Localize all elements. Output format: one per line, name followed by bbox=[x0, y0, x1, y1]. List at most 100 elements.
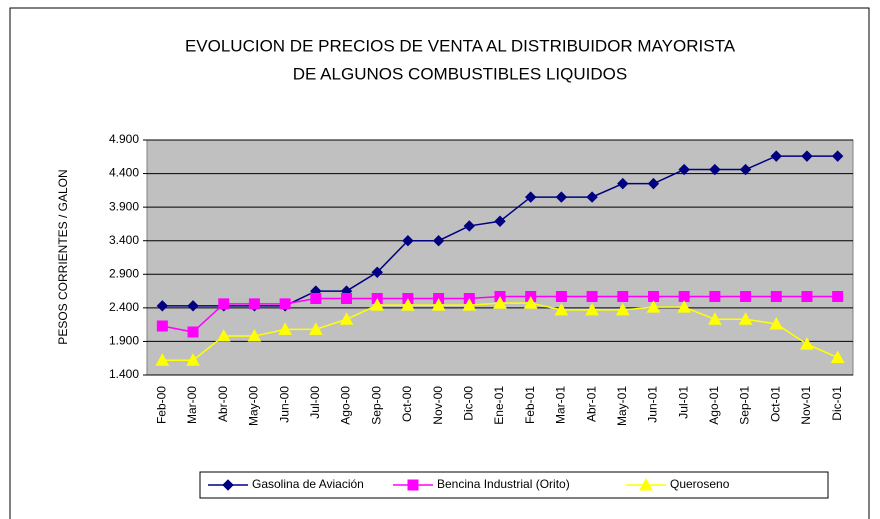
point bbox=[494, 215, 506, 227]
point bbox=[709, 163, 721, 176]
x-tick-label: Nov-00 bbox=[431, 386, 445, 425]
point bbox=[523, 296, 538, 309]
point bbox=[738, 312, 753, 325]
y-tick-label: 4.900 bbox=[109, 132, 139, 146]
point bbox=[308, 322, 323, 335]
point bbox=[647, 290, 659, 302]
x-tick-label: Jun-01 bbox=[646, 386, 660, 423]
point bbox=[832, 290, 844, 302]
x-tick-label: Dic-01 bbox=[830, 386, 844, 421]
chart-subtitle: DE ALGUNOS COMBUSTIBLES LIQUIDOS bbox=[293, 64, 627, 83]
point bbox=[555, 191, 568, 203]
point bbox=[186, 353, 200, 366]
y-tick-label: 3.400 bbox=[109, 233, 139, 247]
legend-marker bbox=[639, 477, 653, 491]
x-tick-label: Sep-00 bbox=[369, 386, 383, 425]
point bbox=[218, 298, 230, 310]
point bbox=[617, 177, 629, 190]
point bbox=[310, 292, 322, 304]
point bbox=[371, 266, 383, 278]
point bbox=[370, 298, 385, 311]
legend-label: Queroseno bbox=[670, 477, 730, 491]
x-tick-label: May-00 bbox=[247, 386, 261, 426]
point bbox=[831, 150, 844, 162]
y-tick-label: 1.400 bbox=[109, 367, 139, 381]
point bbox=[341, 292, 353, 304]
x-tick-label: Ago-00 bbox=[339, 386, 353, 425]
x-tick-label: Abr-01 bbox=[584, 386, 598, 422]
x-tick-label: Dic-00 bbox=[461, 386, 475, 421]
point bbox=[187, 300, 199, 312]
point bbox=[708, 312, 722, 325]
point bbox=[801, 290, 813, 302]
x-tick-label: Mar-01 bbox=[554, 386, 568, 424]
x-tick-label: Ago-01 bbox=[707, 386, 721, 425]
point bbox=[155, 353, 170, 366]
point bbox=[646, 300, 661, 313]
point bbox=[617, 290, 629, 302]
point bbox=[800, 337, 814, 350]
x-tick-label: Ene-01 bbox=[492, 386, 506, 425]
y-tick-label: 2.400 bbox=[109, 300, 139, 314]
point bbox=[156, 300, 169, 312]
point bbox=[493, 296, 507, 309]
point bbox=[463, 220, 476, 232]
point bbox=[278, 322, 292, 335]
point bbox=[739, 163, 752, 176]
point bbox=[247, 329, 262, 342]
point bbox=[156, 320, 168, 332]
point bbox=[801, 150, 813, 162]
point bbox=[709, 290, 721, 302]
point bbox=[586, 191, 598, 203]
point bbox=[402, 235, 414, 247]
legend-marker bbox=[222, 479, 234, 491]
x-tick-label: Jun-00 bbox=[277, 386, 291, 423]
point bbox=[339, 312, 354, 325]
point bbox=[770, 150, 782, 162]
point bbox=[770, 290, 782, 302]
x-tick-label: Feb-00 bbox=[155, 386, 169, 424]
x-tick-label: Abr-00 bbox=[216, 386, 230, 422]
point bbox=[187, 326, 199, 338]
x-tick-label: Jul-01 bbox=[676, 386, 690, 419]
point bbox=[216, 329, 231, 342]
point bbox=[769, 316, 784, 330]
legend bbox=[199, 471, 829, 499]
y-axis-label: PESOS CORRIENTES / GALON bbox=[56, 169, 70, 344]
point bbox=[555, 290, 567, 302]
y-tick-label: 2.900 bbox=[109, 266, 139, 280]
x-tick-label: Oct-00 bbox=[400, 386, 414, 422]
legend-label: Gasolina de Aviación bbox=[252, 477, 364, 491]
x-tick-label: Feb-01 bbox=[523, 386, 537, 424]
x-tick-label: Jul-00 bbox=[308, 386, 322, 419]
x-tick-label: May-01 bbox=[615, 386, 629, 426]
point bbox=[279, 298, 291, 310]
x-tick-label: Oct-01 bbox=[768, 386, 782, 422]
point bbox=[401, 298, 415, 311]
point bbox=[647, 177, 660, 190]
point bbox=[677, 300, 692, 313]
point bbox=[431, 298, 446, 311]
point bbox=[432, 235, 445, 247]
plot-area bbox=[146, 139, 854, 376]
point bbox=[586, 290, 598, 302]
y-tick-label: 3.900 bbox=[109, 199, 139, 213]
point bbox=[615, 302, 630, 316]
chart-title: EVOLUCION DE PRECIOS DE VENTA AL DISTRIB… bbox=[185, 36, 736, 55]
point bbox=[585, 302, 599, 316]
point bbox=[462, 298, 477, 311]
point bbox=[740, 290, 752, 302]
y-tick-label: 1.900 bbox=[109, 334, 139, 348]
legend-marker bbox=[407, 479, 419, 491]
point bbox=[830, 350, 845, 364]
point bbox=[678, 290, 690, 302]
point bbox=[554, 302, 569, 316]
point bbox=[524, 191, 537, 203]
x-tick-label: Nov-01 bbox=[799, 386, 813, 425]
x-tick-label: Mar-00 bbox=[185, 386, 199, 424]
y-tick-label: 4.400 bbox=[109, 166, 139, 180]
point bbox=[248, 298, 260, 310]
legend-label: Bencina Industrial (Orito) bbox=[437, 477, 570, 491]
x-tick-label: Sep-01 bbox=[738, 386, 752, 425]
